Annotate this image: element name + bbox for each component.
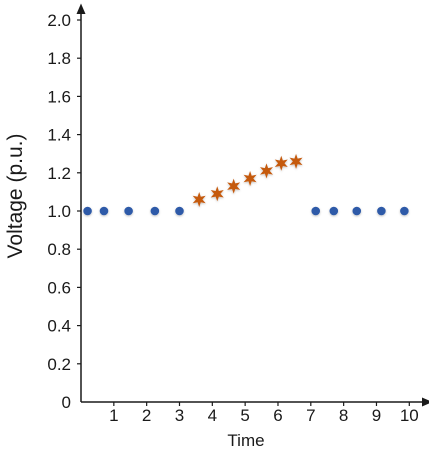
data-point-star	[227, 178, 241, 194]
data-point-circle	[377, 206, 386, 216]
x-tick-label: 2	[142, 406, 151, 425]
y-tick-label: 1.8	[47, 49, 71, 68]
x-tick-label: 6	[273, 406, 282, 425]
data-point-star	[274, 155, 288, 171]
y-tick-label: 1.2	[47, 164, 71, 183]
data-point-star	[210, 186, 224, 202]
y-tick-label: 0.8	[47, 240, 71, 259]
data-point-circle	[329, 206, 339, 216]
y-tick-label: 0.6	[47, 278, 71, 297]
x-axis-ticks: 1 2 3 4 5 6 7 8 9 10	[109, 402, 419, 425]
x-tick-label: 1	[109, 406, 118, 425]
y-tick-label: 0.2	[47, 355, 71, 374]
data-point-circle	[150, 206, 160, 216]
x-tick-label: 9	[372, 406, 381, 425]
y-tick-label: 1.0	[47, 202, 71, 221]
x-axis-title: Time	[227, 431, 264, 450]
data-point-star	[289, 153, 303, 169]
data-point-circle	[99, 206, 109, 216]
x-tick-label: 4	[208, 406, 217, 425]
y-tick-label: 0	[62, 393, 71, 412]
y-tick-label: 0.4	[47, 317, 71, 336]
x-tick-label: 3	[175, 406, 184, 425]
y-tick-label: 2.0	[47, 11, 71, 30]
y-tick-label: 1.6	[47, 87, 71, 106]
x-tick-label: 7	[306, 406, 315, 425]
data-point-circle	[311, 206, 321, 216]
data-point-circle	[175, 206, 184, 216]
y-tick-label: 1.4	[47, 126, 71, 145]
data-point-star	[192, 192, 206, 208]
data-point-circle	[124, 206, 133, 216]
x-tick-label: 5	[240, 406, 249, 425]
data-point-star	[243, 171, 257, 187]
data-point-star	[260, 163, 273, 179]
data-points	[83, 153, 409, 216]
y-axis-ticks: 0 0.2 0.4 0.6 0.8 1.0 1.2 1.4 1.6 1.8 2.0	[47, 11, 81, 412]
data-point-circle	[352, 206, 362, 216]
data-point-circle	[400, 206, 409, 216]
x-tick-label: 8	[339, 406, 348, 425]
data-point-circle	[83, 206, 92, 216]
x-tick-label: 10	[400, 406, 419, 425]
y-axis-title: Voltage (p.u.)	[4, 134, 27, 259]
